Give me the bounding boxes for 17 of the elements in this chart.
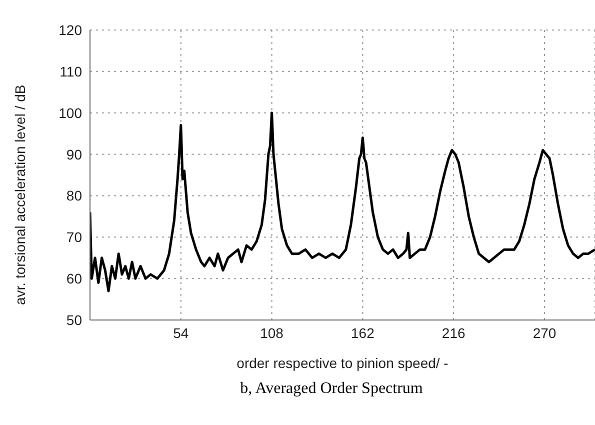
y-tick-label: 110 (60, 63, 82, 80)
x-tick-label: 216 (442, 324, 466, 341)
x-tick-label: 108 (260, 324, 284, 341)
x-tick-label: 54 (173, 324, 189, 341)
y-tick-label: 120 (58, 22, 82, 38)
x-tick-label: 162 (351, 324, 375, 341)
x-axis-title: order respective to pinion speed/ - (236, 355, 449, 371)
y-tick-label: 80 (66, 188, 82, 204)
y-tick-label: 50 (66, 312, 82, 328)
line-series (90, 112, 595, 292)
x-tick-label: 270 (532, 324, 556, 341)
y-axis-title: avr. torsional acceleration level / dB (12, 84, 28, 305)
y-tick-label: 100 (58, 104, 82, 121)
y-tick-label: 90 (66, 146, 82, 162)
y-tick-label: 70 (66, 229, 82, 246)
text: b, Averaged Order Spectrum (239, 380, 424, 398)
y-tick-label: 60 (66, 270, 82, 287)
